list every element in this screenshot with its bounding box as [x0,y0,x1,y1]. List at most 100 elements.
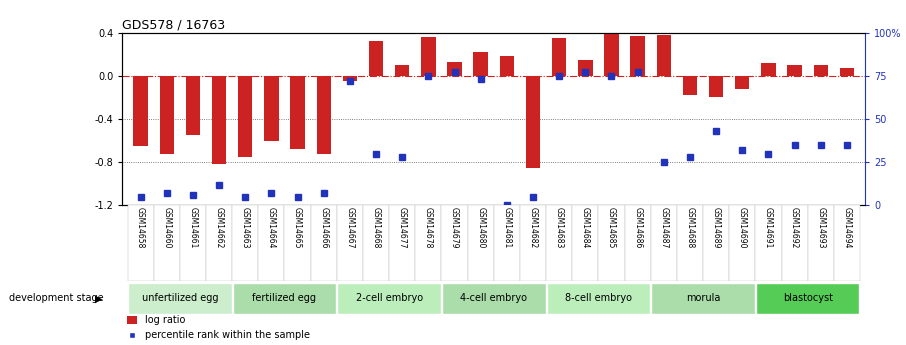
Bar [657,35,671,76]
Text: GSM14687: GSM14687 [660,207,669,248]
Text: GSM14683: GSM14683 [554,207,564,248]
Text: GSM14690: GSM14690 [737,207,747,248]
Text: GSM14685: GSM14685 [607,207,616,248]
Bar [128,205,154,281]
Bar [573,205,598,281]
Bar [186,76,200,135]
Text: development stage: development stage [9,294,103,303]
Text: GSM14663: GSM14663 [241,207,250,248]
Bar [154,205,180,281]
Text: GSM14664: GSM14664 [267,207,276,248]
Bar [233,283,336,314]
Bar [604,33,619,76]
Bar [238,76,253,157]
Bar [578,60,593,76]
Bar [546,283,651,314]
Bar [631,36,645,76]
Bar [683,76,697,95]
Bar [442,283,545,314]
Text: GSM14686: GSM14686 [633,207,642,248]
Bar [834,205,860,281]
Bar [474,52,488,76]
Bar [525,76,540,168]
Text: GSM14660: GSM14660 [162,207,171,248]
Bar [735,76,749,89]
Bar [291,76,304,149]
Bar [337,205,363,281]
Bar [840,68,854,76]
Bar [395,65,410,76]
Bar [546,205,573,281]
Bar [756,283,860,314]
Text: 8-cell embryo: 8-cell embryo [565,294,631,303]
Text: ▶: ▶ [95,294,102,303]
Bar [814,65,828,76]
Text: GSM14680: GSM14680 [477,207,486,248]
Bar [232,205,258,281]
Text: GSM14667: GSM14667 [345,207,354,248]
Bar [703,205,729,281]
Bar [159,76,174,154]
Legend: log ratio, percentile rank within the sample: log ratio, percentile rank within the sa… [127,315,310,340]
Bar [448,62,462,76]
Text: GSM14662: GSM14662 [215,207,224,248]
Text: GDS578 / 16763: GDS578 / 16763 [122,19,226,32]
Text: GSM14668: GSM14668 [371,207,381,248]
Bar [677,205,703,281]
Text: GSM14665: GSM14665 [293,207,302,248]
Bar [265,76,279,141]
Text: 2-cell embryo: 2-cell embryo [355,294,423,303]
Text: fertilized egg: fertilized egg [253,294,316,303]
Bar [651,205,677,281]
Bar [520,205,546,281]
Text: 4-cell embryo: 4-cell embryo [460,294,527,303]
Bar [494,205,520,281]
Text: GSM14692: GSM14692 [790,207,799,248]
Bar [284,205,311,281]
Bar [756,205,782,281]
Text: morula: morula [686,294,720,303]
Bar [624,205,651,281]
Text: GSM14658: GSM14658 [136,207,145,248]
Bar [441,205,467,281]
Bar [552,38,566,76]
Text: GSM14684: GSM14684 [581,207,590,248]
Bar [787,65,802,76]
Bar [133,76,148,146]
Bar [311,205,337,281]
Bar [499,57,514,76]
Bar [342,76,357,81]
Bar [390,205,415,281]
Bar [363,205,390,281]
Bar [369,41,383,76]
Text: GSM14694: GSM14694 [843,207,852,248]
Text: GSM14661: GSM14661 [188,207,198,248]
Text: GSM14691: GSM14691 [764,207,773,248]
Bar [729,205,756,281]
Text: GSM14679: GSM14679 [450,207,459,248]
Bar [761,63,776,76]
Bar [180,205,206,281]
Bar [807,205,834,281]
Bar [337,283,441,314]
Text: GSM14681: GSM14681 [502,207,511,248]
Bar [708,76,723,97]
Text: GSM14689: GSM14689 [711,207,720,248]
Text: GSM14682: GSM14682 [528,207,537,248]
Text: GSM14678: GSM14678 [424,207,433,248]
Text: GSM14677: GSM14677 [398,207,407,248]
Bar [415,205,441,281]
Text: GSM14688: GSM14688 [686,207,695,248]
Text: GSM14693: GSM14693 [816,207,825,248]
Bar [651,283,755,314]
Text: GSM14666: GSM14666 [319,207,328,248]
Bar [421,37,436,76]
Bar [258,205,284,281]
Bar [598,205,624,281]
Bar [206,205,232,281]
Text: unfertilized egg: unfertilized egg [141,294,218,303]
Bar [782,205,807,281]
Bar [316,76,331,154]
Bar [467,205,494,281]
Bar [212,76,226,164]
